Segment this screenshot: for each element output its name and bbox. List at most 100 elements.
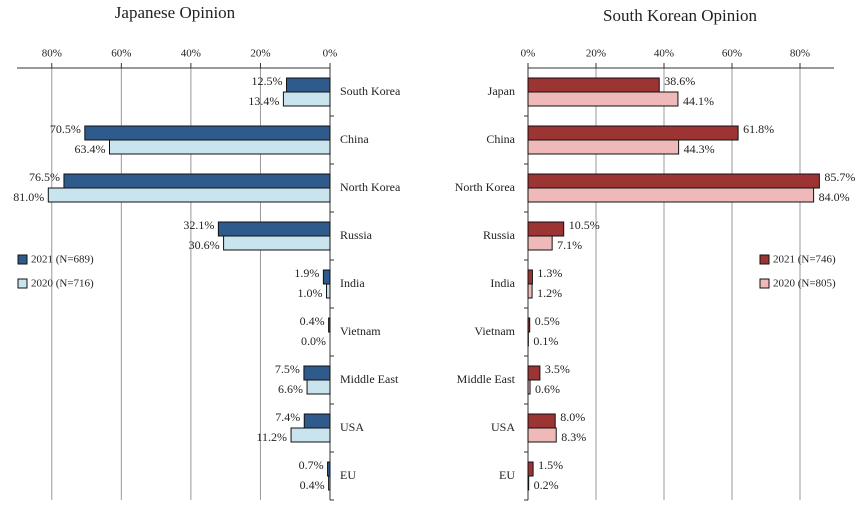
x-tick-label: 80%: [790, 48, 810, 60]
category-label: Middle East: [340, 372, 399, 386]
data-label: 10.5%: [569, 218, 600, 232]
bar: [322, 269, 331, 285]
data-label: 70.5%: [50, 122, 81, 136]
data-label: 1.2%: [537, 286, 562, 300]
legend-label: 2021 (N=746): [773, 254, 836, 266]
bar: [527, 461, 534, 477]
legend-swatch: [17, 278, 28, 289]
data-label: 12.5%: [252, 74, 283, 88]
bar: [527, 413, 556, 429]
bar: [217, 221, 331, 237]
data-label: 8.0%: [560, 410, 585, 424]
category-label: North Korea: [455, 180, 516, 194]
data-label: 0.1%: [533, 334, 558, 348]
data-label: 63.4%: [75, 142, 106, 156]
data-label: 11.2%: [256, 430, 287, 444]
data-label: 0.5%: [535, 314, 560, 328]
data-label: 81.0%: [13, 190, 44, 204]
x-tick-label: 60%: [111, 48, 131, 60]
data-label: 32.1%: [183, 218, 214, 232]
bar: [527, 379, 531, 395]
bar: [527, 365, 541, 381]
data-label: 0.4%: [300, 478, 325, 492]
data-label: 76.5%: [29, 170, 60, 184]
category-label: USA: [491, 420, 515, 434]
data-label: 85.7%: [824, 170, 855, 184]
bar: [527, 235, 553, 251]
category-label: India: [340, 276, 365, 290]
data-label: 84.0%: [819, 190, 850, 204]
category-label: Russia: [340, 228, 373, 242]
data-label: 6.6%: [278, 382, 303, 396]
data-label: 13.4%: [248, 94, 279, 108]
bar: [527, 139, 680, 155]
bar: [303, 413, 331, 429]
data-label: 30.6%: [189, 238, 220, 252]
bar: [327, 461, 331, 477]
bar: [306, 379, 331, 395]
data-label: 7.5%: [275, 362, 300, 376]
data-label: 1.0%: [298, 286, 323, 300]
bar: [527, 427, 557, 443]
bar: [527, 125, 739, 141]
data-label: 7.1%: [557, 238, 582, 252]
data-label: 1.5%: [538, 458, 563, 472]
x-tick-label: 40%: [654, 48, 674, 60]
bar: [326, 283, 331, 299]
bar: [63, 173, 331, 189]
data-label: 61.8%: [743, 122, 774, 136]
x-tick-label: 0%: [323, 48, 338, 60]
bar: [527, 187, 815, 203]
bar: [527, 269, 533, 285]
data-label: 44.3%: [684, 142, 715, 156]
bar: [527, 173, 820, 189]
category-label: EU: [499, 468, 515, 482]
category-label: China: [340, 132, 369, 146]
data-label: 7.4%: [275, 410, 300, 424]
bar: [328, 317, 331, 333]
data-label: 0.2%: [534, 478, 559, 492]
bar: [527, 475, 530, 491]
bar: [527, 91, 679, 107]
category-label: India: [490, 276, 515, 290]
category-label: Russia: [483, 228, 516, 242]
bar: [282, 91, 331, 107]
bar: [527, 221, 565, 237]
data-label: 0.0%: [301, 334, 326, 348]
data-label: 44.1%: [683, 94, 714, 108]
legend-label: 2020 (N=805): [773, 278, 836, 290]
data-label: 1.9%: [294, 266, 319, 280]
data-label: 0.7%: [299, 458, 324, 472]
category-label: Vietnam: [474, 324, 515, 338]
data-label: 8.3%: [561, 430, 586, 444]
legend-swatch: [17, 254, 28, 265]
category-label: Japan: [488, 84, 515, 98]
chart-title: South Korean Opinion: [603, 6, 757, 25]
category-label: South Korea: [340, 84, 401, 98]
x-tick-label: 0%: [521, 48, 536, 60]
x-tick-label: 40%: [181, 48, 201, 60]
legend-swatch: [759, 278, 770, 289]
legend-label: 2021 (N=689): [31, 254, 94, 266]
bar: [527, 77, 660, 93]
category-label: USA: [340, 420, 364, 434]
bar: [527, 317, 531, 333]
x-tick-label: 20%: [250, 48, 270, 60]
bar: [303, 365, 331, 381]
bar: [109, 139, 331, 155]
chart-title: Japanese Opinion: [115, 3, 236, 22]
bar: [290, 427, 331, 443]
data-label: 0.4%: [300, 314, 325, 328]
category-label: Middle East: [457, 372, 516, 386]
data-label: 1.3%: [537, 266, 562, 280]
data-label: 3.5%: [545, 362, 570, 376]
bar: [223, 235, 331, 251]
category-label: EU: [340, 468, 356, 482]
bar: [328, 475, 331, 491]
bar: [47, 187, 331, 203]
bar: [286, 77, 331, 93]
data-label: 38.6%: [664, 74, 695, 88]
x-tick-label: 80%: [42, 48, 62, 60]
